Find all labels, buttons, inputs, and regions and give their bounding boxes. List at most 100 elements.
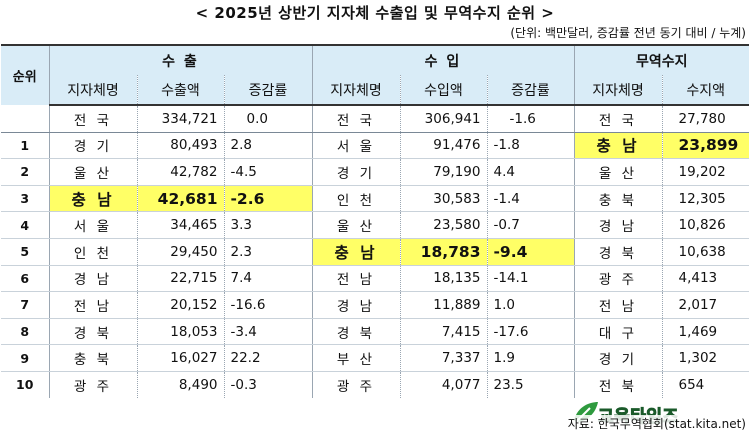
import-rate-cell: -9.4 [486, 238, 574, 266]
rank-header: 순위 [1, 44, 49, 105]
import-amount-cell: 91,476 [399, 132, 487, 160]
export-amount-cell: 29,450 [136, 238, 224, 266]
ranking-table: 순위 수 출 수 입 무역수지 지자체명 수출액 증감률 지자체명 수입액 증감… [1, 44, 749, 398]
source-note: 자료: 한국무역협회(stat.kita.net) [567, 415, 746, 432]
export-rate-cell: 2.3 [223, 238, 312, 266]
import-rate-cell: -1.4 [486, 185, 574, 213]
rank-cell: 6 [1, 265, 49, 293]
rank-cell: 5 [1, 238, 49, 266]
export-amount-cell: 34,465 [136, 211, 224, 239]
rank-cell: 8 [1, 318, 49, 346]
import-rate-cell: 1.0 [486, 291, 574, 319]
export-rate-cell: 3.3 [223, 211, 312, 239]
export-region-cell: 서 울 [48, 211, 137, 239]
import-region-cell: 서 울 [311, 132, 400, 160]
export-region-cell: 전 남 [48, 291, 137, 319]
export-amount-cell: 42,782 [136, 158, 224, 186]
balance-amount-cell: 10,638 [661, 238, 749, 266]
import-rate-cell: -1.6 [486, 105, 574, 133]
import-rate-cell: -14.1 [486, 265, 574, 293]
import-amount-cell: 11,889 [399, 291, 487, 319]
rank-cell: 9 [1, 344, 49, 372]
import-rate-cell: 1.9 [486, 344, 574, 372]
export-rate-cell: 2.8 [223, 132, 312, 160]
export-rate-cell: 7.4 [223, 265, 312, 293]
rank-cell: 7 [1, 291, 49, 319]
rank-cell [1, 105, 49, 133]
export-amount-cell: 42,681 [136, 185, 224, 213]
import-rate-cell: -1.8 [486, 132, 574, 160]
balance-group-header: 무역수지 [573, 44, 749, 75]
balance-region-cell: 경 기 [573, 344, 662, 372]
export-group-header: 수 출 [48, 44, 312, 75]
export-region-cell: 경 북 [48, 318, 137, 346]
export-amount-cell: 334,721 [136, 105, 224, 133]
balance-amount-cell: 19,202 [661, 158, 749, 186]
export-rate-cell: -2.6 [223, 185, 312, 213]
import-region-cell: 경 남 [311, 291, 400, 319]
import-region-cell: 경 북 [311, 318, 400, 346]
table-row: 10 광 주 8,490 -0.3 광 주 4,077 23.5 전 북 654 [1, 371, 749, 398]
export-region-cell: 경 기 [48, 132, 137, 160]
balance-amount-cell: 654 [661, 371, 749, 398]
balance-region-cell: 전 북 [573, 371, 662, 398]
import-rate-header: 증감률 [486, 75, 574, 106]
export-amount-cell: 20,152 [136, 291, 224, 319]
import-region-cell: 인 천 [311, 185, 400, 213]
balance-amount-cell: 1,469 [661, 318, 749, 346]
export-region-cell: 경 남 [48, 265, 137, 293]
export-region-header: 지자체명 [48, 75, 137, 106]
import-amount-cell: 306,941 [399, 105, 487, 133]
export-region-cell: 인 천 [48, 238, 137, 266]
import-region-cell: 충 남 [311, 238, 400, 266]
import-rate-cell: 23.5 [486, 371, 574, 398]
export-rate-cell: 22.2 [223, 344, 312, 372]
import-amount-cell: 4,077 [399, 371, 487, 398]
balance-region-header: 지자체명 [573, 75, 662, 106]
balance-region-cell: 울 산 [573, 158, 662, 186]
export-region-cell: 충 남 [48, 185, 137, 213]
balance-amount-cell: 4,413 [661, 265, 749, 293]
rank-cell: 3 [1, 185, 49, 213]
header-row-columns: 지자체명 수출액 증감률 지자체명 수입액 증감률 지자체명 수지액 [1, 75, 749, 106]
unit-note: (단위: 백만달러, 증감률 전년 동기 대비 / 누계) [510, 26, 746, 40]
import-amount-cell: 18,783 [399, 238, 487, 266]
export-amount-cell: 8,490 [136, 371, 224, 398]
balance-amount-cell: 1,302 [661, 344, 749, 372]
balance-region-cell: 광 주 [573, 265, 662, 293]
rank-cell: 10 [16, 377, 34, 393]
page-title: < 2025년 상반기 지자체 수출입 및 무역수지 순위 > [195, 4, 555, 22]
export-rate-header: 증감률 [223, 75, 312, 106]
balance-region-cell: 경 남 [573, 211, 662, 239]
table-row-total: 전 국 334,721 0.0 전 국 306,941 -1.6 전 국 27,… [1, 105, 749, 133]
rank-cell: 1 [1, 132, 49, 160]
import-region-cell: 광 주 [311, 371, 400, 398]
export-amount-cell: 16,027 [136, 344, 224, 372]
balance-region-cell: 충 북 [573, 185, 662, 213]
import-region-header: 지자체명 [311, 75, 400, 106]
export-amount-header: 수출액 [136, 75, 224, 106]
balance-amount-header: 수지액 [661, 75, 749, 106]
rank-cell: 2 [1, 158, 49, 186]
header-row-groups: 순위 수 출 수 입 무역수지 [1, 44, 749, 105]
export-rate-cell: -3.4 [223, 318, 312, 346]
export-region-cell: 충 북 [48, 344, 137, 372]
rank-cell: 4 [1, 211, 49, 239]
import-region-cell: 부 산 [311, 344, 400, 372]
import-rate-cell: 4.4 [486, 158, 574, 186]
balance-amount-cell: 10,826 [661, 211, 749, 239]
import-region-cell: 전 남 [311, 265, 400, 293]
export-region-cell: 울 산 [48, 158, 137, 186]
export-rate-cell: -4.5 [223, 158, 312, 186]
export-rate-cell: -16.6 [223, 291, 312, 319]
import-amount-cell: 7,337 [399, 344, 487, 372]
